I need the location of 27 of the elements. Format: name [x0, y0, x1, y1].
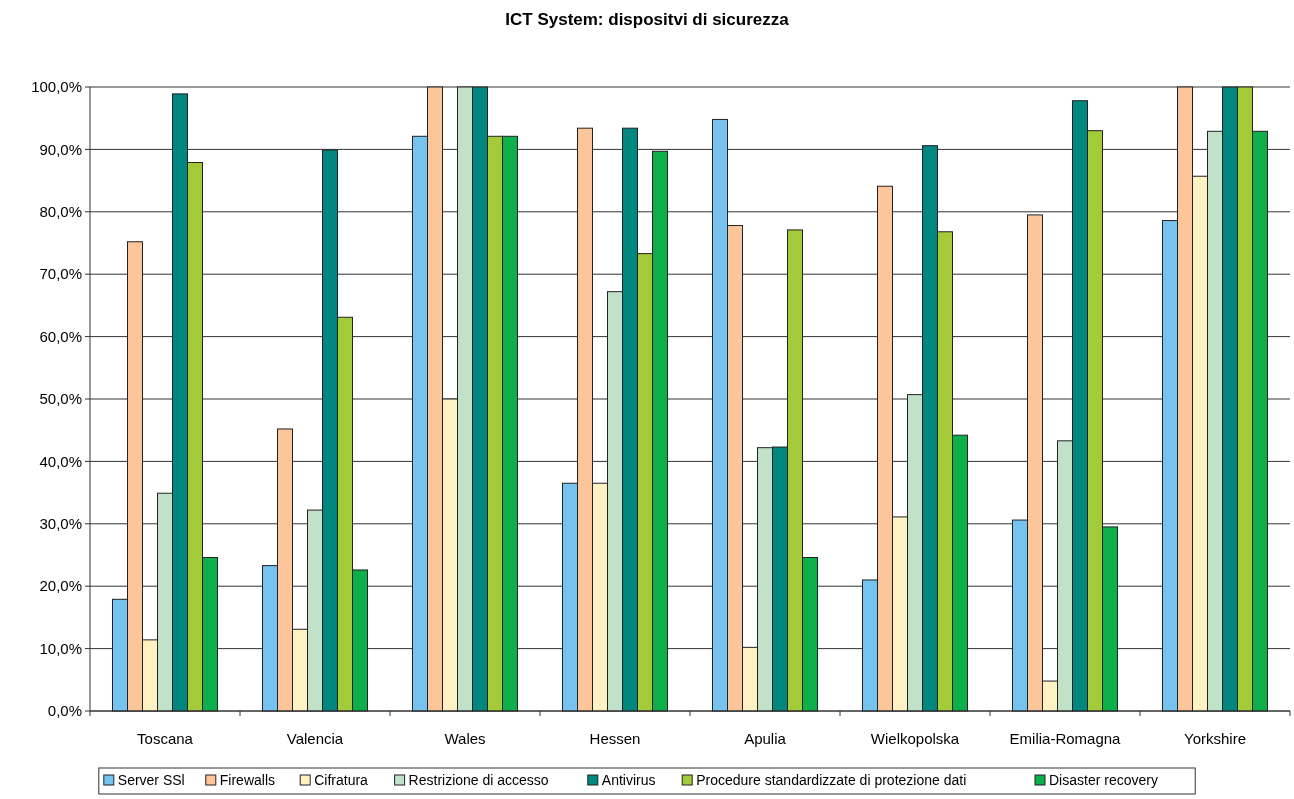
y-tick-label: 100,0% [31, 78, 82, 96]
legend-label: Server SSl [117, 771, 185, 788]
x-tick-label: Valencia [286, 730, 344, 747]
x-tick-label: Toscana [137, 730, 194, 747]
y-tick-label: 0,0% [47, 702, 82, 720]
x-tick-label: Emilia-Romagna [1009, 730, 1122, 747]
x-tick-label: Yorkshire [1184, 730, 1246, 747]
legend-label: Firewalls [219, 771, 276, 788]
legend-label: Disaster recovery [1049, 771, 1158, 788]
x-tick-label: Hessen [589, 730, 641, 747]
chart-title: ICT System: dispositvi di sicurezza [505, 10, 790, 29]
y-tick-label: 50,0% [39, 390, 82, 408]
y-tick-label: 70,0% [39, 265, 82, 283]
x-tick-label: Wielkopolska [870, 730, 960, 747]
y-tick-label: 40,0% [39, 452, 82, 470]
legend-label: Restrizione di accesso [408, 771, 549, 788]
legend-label: Procedure standardizzate di protezione dati [696, 771, 967, 788]
y-tick-label: 30,0% [39, 515, 82, 533]
legend-label: Cifratura [314, 771, 369, 788]
y-tick-label: 60,0% [39, 327, 82, 345]
y-tick-label: 20,0% [39, 577, 82, 595]
y-tick-label: 10,0% [39, 639, 82, 657]
x-tick-label: Wales [444, 730, 486, 747]
y-tick-label: 90,0% [39, 140, 82, 158]
y-tick-label: 80,0% [39, 203, 82, 221]
legend-label: Antivirus [601, 771, 656, 788]
x-tick-label: Apulia [744, 730, 787, 747]
